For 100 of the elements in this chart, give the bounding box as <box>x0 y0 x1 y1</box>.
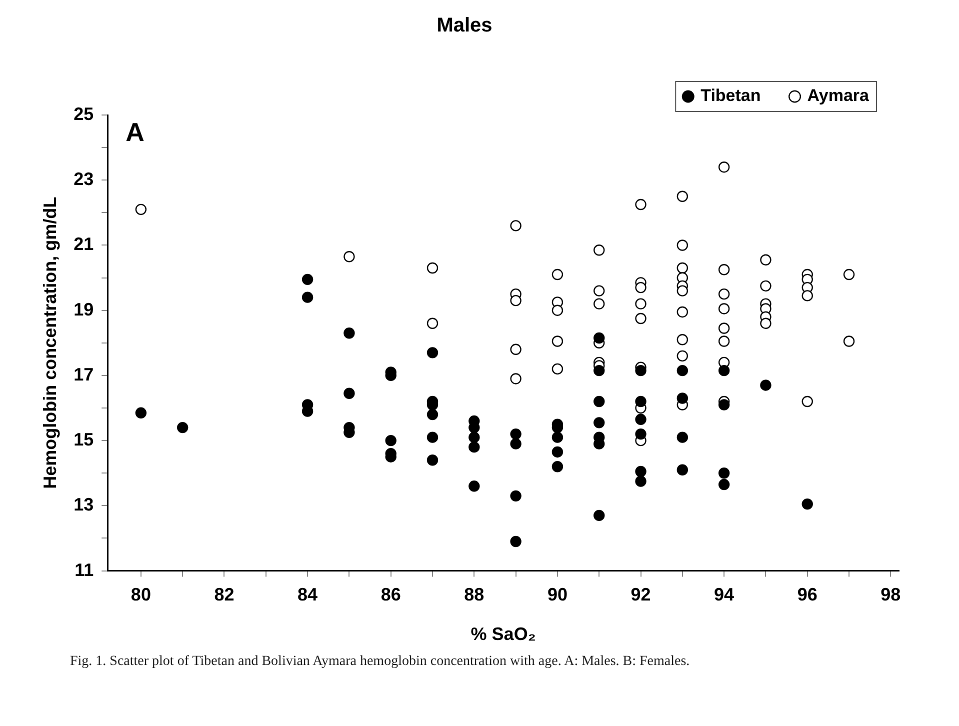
point <box>302 274 314 286</box>
point <box>718 399 730 410</box>
point <box>676 432 688 443</box>
point <box>426 432 438 443</box>
point <box>344 251 355 262</box>
point <box>760 318 772 329</box>
point <box>552 432 564 443</box>
y-tick-label: 17 <box>74 364 94 384</box>
point <box>635 298 646 310</box>
x-tick-label: 94 <box>714 584 734 605</box>
point <box>676 364 688 376</box>
point <box>426 408 438 420</box>
point <box>426 318 438 329</box>
point <box>510 536 522 548</box>
x-tick-label: 92 <box>630 584 651 605</box>
point <box>510 294 522 306</box>
point <box>594 396 605 408</box>
point <box>676 240 688 251</box>
point <box>635 282 646 294</box>
chart-title: Males <box>436 14 492 37</box>
point <box>594 285 605 296</box>
x-tick-label: 86 <box>380 584 401 605</box>
point <box>426 454 438 466</box>
point <box>718 303 730 314</box>
point <box>802 396 813 408</box>
point <box>594 364 605 376</box>
caption: Fig. 1. Scatter plot of Tibetan and Bolivian Aymara hemoglobin concentration with age. A: Males. B: Females. <box>70 654 691 671</box>
point <box>635 312 646 324</box>
point <box>676 392 688 404</box>
y-tick-label: 21 <box>74 234 94 254</box>
point <box>302 292 314 303</box>
point <box>176 422 188 434</box>
point <box>635 364 646 376</box>
point <box>468 432 480 443</box>
point <box>552 446 564 458</box>
point <box>718 264 730 276</box>
x-tick-label: 96 <box>797 584 818 605</box>
point <box>635 428 646 440</box>
point <box>676 306 688 318</box>
point <box>510 373 522 384</box>
point <box>843 336 855 347</box>
y-tick-label: 15 <box>74 430 94 450</box>
x-tick-label: 98 <box>880 584 901 605</box>
point <box>760 380 772 391</box>
point <box>676 262 688 274</box>
x-tick-label: 82 <box>214 584 234 605</box>
point <box>344 328 355 339</box>
point <box>510 438 522 450</box>
point <box>802 498 813 510</box>
point <box>510 428 522 440</box>
point <box>510 344 522 356</box>
point <box>718 161 730 173</box>
point <box>594 244 605 256</box>
point <box>385 434 396 446</box>
point <box>344 388 355 399</box>
x-tick-label: 90 <box>547 584 568 605</box>
point <box>635 476 646 487</box>
point <box>594 298 605 310</box>
point <box>135 204 147 216</box>
point <box>635 396 646 408</box>
point <box>468 441 480 453</box>
point <box>718 288 730 300</box>
point <box>510 220 522 232</box>
point <box>594 332 605 344</box>
point <box>676 190 688 202</box>
y-tick-label: 11 <box>74 560 94 580</box>
y-tick-label: 23 <box>74 169 94 190</box>
x-tick-label: 88 <box>464 584 484 605</box>
point <box>426 347 438 358</box>
point <box>552 304 564 316</box>
point <box>635 414 646 426</box>
legend-label: Tibetan <box>700 86 761 106</box>
point <box>760 280 772 292</box>
point <box>676 350 688 362</box>
legend-label: Aymara <box>807 86 870 106</box>
point <box>718 468 730 479</box>
point <box>552 268 564 280</box>
x-tick-label: 80 <box>130 584 151 605</box>
y-tick-label: 19 <box>74 299 94 320</box>
point <box>468 480 480 492</box>
y-tick-label: 13 <box>74 494 94 515</box>
point <box>552 336 564 347</box>
point <box>676 464 688 476</box>
point <box>760 254 772 266</box>
point <box>594 417 605 428</box>
point <box>635 466 646 478</box>
point <box>718 322 730 334</box>
y-axis-title: Hemoglobin concentration, gm/dL <box>40 196 60 489</box>
point <box>843 268 855 280</box>
point <box>676 285 688 296</box>
x-axis-title: % SaO₂ <box>470 624 536 644</box>
x-tick-label: 84 <box>298 584 318 605</box>
point <box>635 198 646 210</box>
point <box>426 262 438 274</box>
y-tick-label: 25 <box>74 104 94 124</box>
point <box>802 290 813 302</box>
point <box>718 336 730 347</box>
point <box>594 510 605 522</box>
point <box>718 364 730 376</box>
point <box>676 334 688 346</box>
